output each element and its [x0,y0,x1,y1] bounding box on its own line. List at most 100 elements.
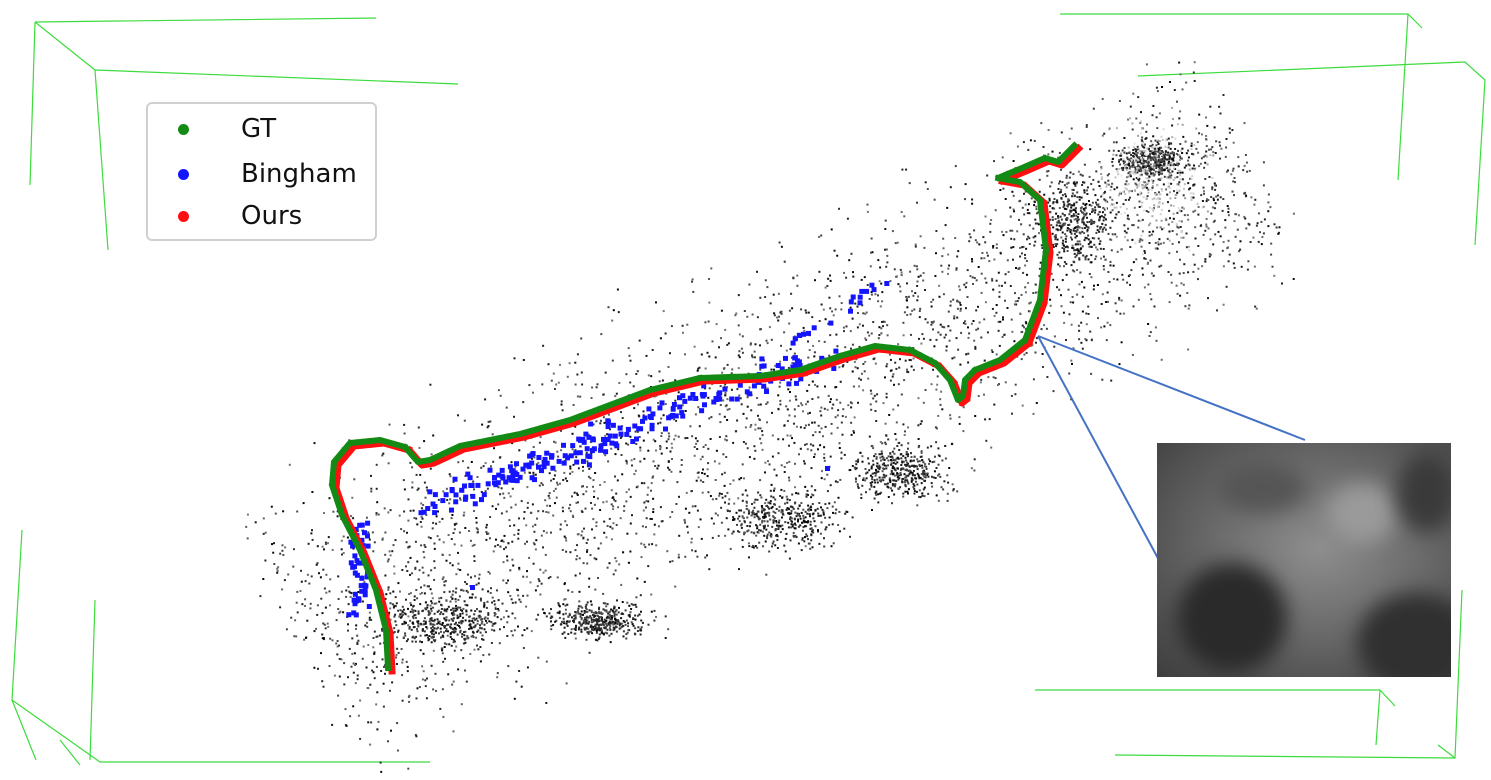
cloud-point [904,479,907,482]
cloud-point [1176,191,1179,194]
cloud-point [685,491,688,494]
cloud-point [1027,203,1030,206]
cloud-point [697,367,700,370]
cloud-point [1141,144,1144,147]
cloud-point [603,621,606,624]
cloud-point [1025,260,1028,262]
cloud-point [791,356,793,359]
cloud-point [1106,200,1109,203]
cloud-point [428,620,431,623]
cloud-point [631,464,633,467]
cloud-point [409,461,412,464]
cloud-point [855,460,858,463]
cloud-point [1191,152,1194,155]
cloud-point [686,525,689,528]
cloud-point [431,597,434,600]
cloud-point [1086,186,1089,189]
cloud-point [896,467,899,470]
cloud-point [684,353,686,356]
cloud-point [878,468,881,470]
cloud-point [1070,209,1073,212]
cloud-point [484,398,487,401]
cloud-point [277,566,280,569]
cloud-point [1066,182,1069,185]
cloud-point [1020,358,1023,361]
cloud-point [947,481,950,484]
cloud-point [938,455,941,458]
cloud-point [789,348,792,351]
cloud-point [1152,274,1155,277]
cloud-point [660,452,663,455]
cloud-point [923,469,925,472]
cloud-point [436,618,439,621]
cloud-point [1075,201,1078,204]
cloud-point [899,285,902,288]
cloud-point [542,510,545,513]
cloud-point [579,572,581,575]
cloud-point [481,620,484,623]
cloud-point [1192,270,1195,273]
cloud-point [885,392,888,395]
cloud-point [397,582,400,585]
cloud-point [393,604,396,607]
cloud-point [486,532,489,535]
cloud-point [1103,132,1106,135]
cloud-point [921,492,924,495]
cloud-point [1226,205,1229,207]
cloud-point [557,604,560,606]
cloud-point [870,237,873,240]
cloud-point [424,685,427,688]
cloud-point [545,511,548,513]
cloud-point [1080,341,1083,344]
cloud-point [840,302,843,304]
cloud-point [583,626,586,629]
cloud-point [323,587,326,590]
cloud-point [905,451,908,453]
cloud-point [430,600,433,603]
cloud-point [791,506,794,509]
cloud-point [1136,193,1139,196]
cloud-point [729,483,732,485]
cloud-point [1132,261,1135,264]
cloud-point [1066,227,1069,229]
cloud-point [779,403,782,406]
cloud-point [1020,223,1023,226]
cloud-point [545,660,548,663]
cloud-point [1095,231,1098,234]
cloud-point [907,462,909,465]
cloud-point [469,627,472,630]
cloud-point [960,331,963,334]
cloud-point [1001,284,1003,287]
cloud-point [901,461,904,464]
cloud-point [484,490,487,493]
cloud-point [325,543,327,545]
cloud-point [479,646,482,648]
cloud-point [421,629,424,632]
cloud-point [875,493,878,496]
cloud-point [554,441,557,444]
cloud-point [875,456,878,459]
cloud-point [395,602,398,605]
cloud-point [518,598,521,601]
cloud-point [376,728,379,731]
cloud-point [686,323,689,326]
cloud-point [923,471,926,474]
cloud-point [726,363,729,366]
cloud-point [616,479,619,482]
cloud-point [915,265,918,268]
cloud-point [1111,233,1114,236]
cloud-point [474,610,477,612]
cloud-point [271,543,273,546]
cloud-point [933,470,936,473]
cloud-point [270,505,273,508]
cloud-point [383,507,386,510]
cloud-point [788,557,791,560]
cloud-point [1060,294,1062,297]
cloud-point [577,611,580,614]
cloud-point [988,418,991,421]
cloud-point [446,623,449,626]
cloud-point [550,628,553,631]
cloud-point [1084,236,1087,239]
cloud-point [452,590,455,593]
cloud-point [1134,168,1137,171]
